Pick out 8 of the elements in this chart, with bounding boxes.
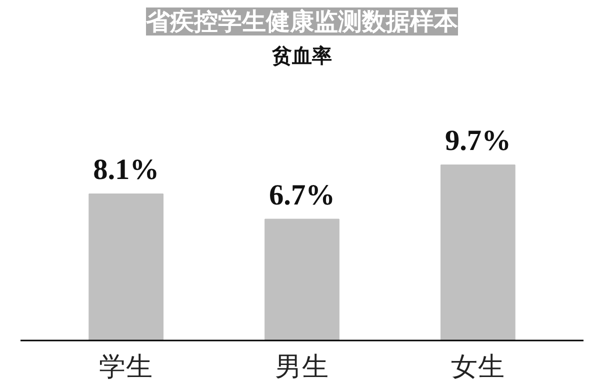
x-tick-label: 男生 — [275, 352, 329, 382]
chart-subtitle: 贫血率 — [271, 44, 332, 68]
data-label: 8.1% — [93, 154, 160, 186]
data-label: 9.7% — [444, 125, 511, 158]
data-label: 6.7% — [269, 179, 336, 212]
x-tick-label: 学生 — [99, 352, 154, 382]
chart-title: 省疾控学生健康监测数据样本 — [145, 8, 459, 36]
x-tick-label: 女生 — [450, 352, 505, 382]
